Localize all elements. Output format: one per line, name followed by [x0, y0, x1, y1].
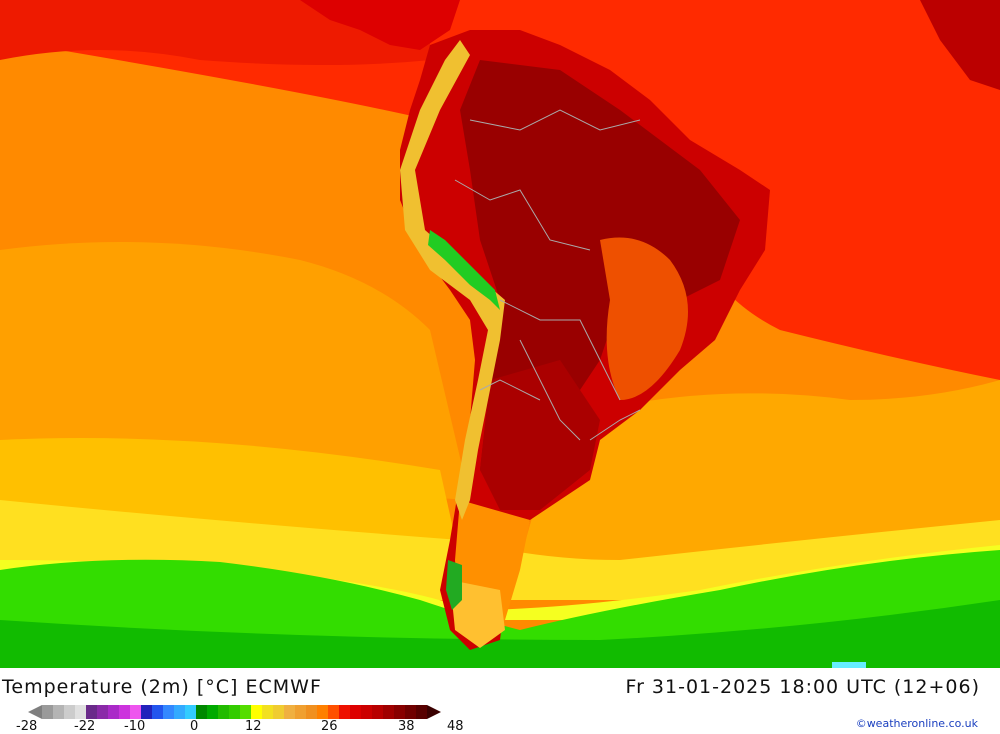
ocean-west-hot [0, 0, 430, 65]
tick-label: 0 [190, 719, 199, 734]
colorbar-swatch [86, 705, 97, 719]
map-title: Temperature (2m) [°C] ECMWF [2, 676, 322, 698]
colorbar-swatch [97, 705, 108, 719]
credit-link[interactable]: ©weatheronline.co.uk [855, 717, 978, 730]
colorbar-swatch [416, 705, 427, 719]
tick-label: -22 [74, 719, 96, 734]
colorbar-swatch [174, 705, 185, 719]
colorbar-swatch [317, 705, 328, 719]
caribbean-islands [920, 0, 1000, 90]
colorbar-swatch [207, 705, 218, 719]
temperature-map [0, 0, 1000, 668]
colorbar-swatch [141, 705, 152, 719]
tick-label: 48 [447, 719, 464, 734]
colorbar-swatch [185, 705, 196, 719]
colorbar-swatch [163, 705, 174, 719]
colorbar-swatch [218, 705, 229, 719]
south-georgia-marker [832, 662, 866, 668]
colorbar-swatch [64, 705, 75, 719]
colorbar-swatch [328, 705, 339, 719]
tick-label: -10 [124, 719, 146, 734]
colorbar-swatch [119, 705, 130, 719]
colorbar-swatches [42, 705, 427, 719]
colorbar-swatch [339, 705, 350, 719]
colorbar-swatch [262, 705, 273, 719]
patagonia-andes-cold [446, 560, 462, 610]
colorbar-swatch [251, 705, 262, 719]
brazil-highlands-warm [600, 237, 688, 400]
colorbar-swatch [361, 705, 372, 719]
forecast-datetime: Fr 31-01-2025 18:00 UTC (12+06) [625, 676, 980, 698]
ocean-south-dark-green [0, 600, 1000, 668]
colorbar-swatch [306, 705, 317, 719]
ocean-subtropic [0, 242, 470, 500]
colorbar-swatch [284, 705, 295, 719]
map-canvas [0, 0, 1000, 668]
country-borders [454, 109, 641, 441]
colorbar-left-arrow [28, 705, 42, 719]
central-america [300, 0, 460, 50]
tick-label: -28 [16, 719, 38, 734]
colorbar-swatch [196, 705, 207, 719]
colorbar-swatch [152, 705, 163, 719]
tick-label: 38 [398, 719, 415, 734]
colorbar-ticks: -28 -22 -10 0 12 26 38 48 [0, 719, 480, 734]
colorbar-swatch [383, 705, 394, 719]
colorbar-swatch [273, 705, 284, 719]
ocean-north-hot [0, 0, 1000, 380]
colorbar-swatch [75, 705, 86, 719]
colorbar-swatch [295, 705, 306, 719]
footer: Temperature (2m) [°C] ECMWF Fr 31-01-202… [0, 668, 1000, 734]
colorbar-swatch [130, 705, 141, 719]
tick-label: 12 [245, 719, 262, 734]
ocean-southeast [520, 380, 1000, 560]
colorbar-swatch [372, 705, 383, 719]
colorbar-swatch [53, 705, 64, 719]
colorbar-right-arrow [427, 705, 441, 719]
andes-cold-patches [428, 230, 500, 310]
colorbar [28, 705, 441, 719]
andes-cool-strip [400, 40, 505, 520]
southern-cone-hot [480, 360, 600, 510]
colorbar-swatch [350, 705, 361, 719]
colorbar-swatch [405, 705, 416, 719]
colorbar-swatch [108, 705, 119, 719]
tick-label: 26 [321, 719, 338, 734]
colorbar-swatch [240, 705, 251, 719]
colorbar-swatch [229, 705, 240, 719]
colorbar-swatch [42, 705, 53, 719]
patagonia-south [450, 580, 505, 648]
colorbar-swatch [394, 705, 405, 719]
